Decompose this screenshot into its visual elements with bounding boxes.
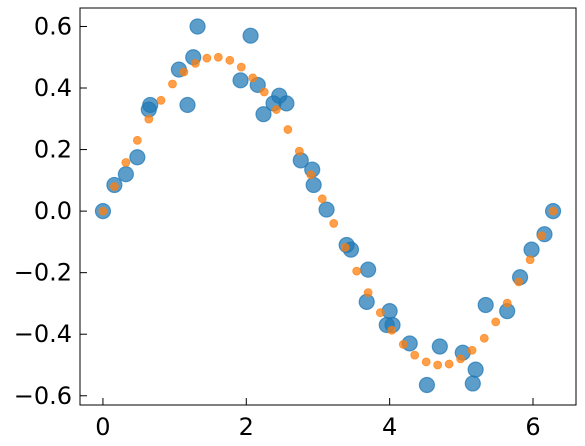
orange-point [121, 158, 131, 167]
orange-point [259, 87, 269, 97]
blue-point [117, 166, 134, 183]
y-tick-label: 0.4 [34, 74, 72, 102]
orange-point [110, 182, 119, 191]
y-tick-label: 0.2 [34, 136, 72, 164]
blue-point [305, 176, 322, 194]
blue-point [189, 18, 206, 35]
blue-point [255, 106, 272, 123]
orange-point [271, 105, 281, 114]
orange-point [398, 339, 408, 349]
y-tick-label: 0.6 [34, 12, 72, 40]
orange-point [525, 255, 535, 265]
orange-point [467, 345, 477, 355]
x-tick-label: 6 [525, 413, 540, 441]
orange-point [329, 219, 339, 228]
orange-point [444, 359, 454, 369]
blue-point [179, 96, 196, 114]
orange-point [283, 125, 293, 134]
orange-point [168, 79, 177, 89]
blue-point [242, 27, 259, 44]
orange-point [213, 52, 223, 62]
orange-point [132, 135, 142, 145]
orange-point [225, 55, 235, 65]
orange-point [156, 95, 166, 105]
orange-point [98, 206, 108, 216]
blue-point [232, 72, 249, 89]
orange-point [190, 59, 200, 68]
orange-point [433, 360, 443, 370]
blue-point [318, 201, 335, 218]
axis-ticks: 0 2 4 6 −0.6 −0.4 −0.2 0.0 0.2 0.4 0.6 [14, 12, 541, 441]
y-tick-label: −0.2 [14, 259, 72, 287]
orange-point [306, 170, 316, 180]
blue-point [142, 96, 159, 114]
y-tick-label: 0.0 [34, 197, 72, 225]
orange-point [456, 354, 466, 364]
orange-point [179, 67, 189, 77]
x-tick-label: 4 [382, 413, 397, 441]
orange-point [236, 62, 246, 72]
orange-point [514, 277, 524, 287]
blue-point [418, 376, 436, 394]
blue-point [523, 241, 540, 258]
orange-point [502, 298, 512, 308]
blue-point [278, 95, 295, 112]
blue-point [467, 361, 484, 378]
orange-point [421, 357, 431, 367]
blue-point [431, 338, 448, 355]
orange-point [387, 325, 397, 335]
x-tick-label: 0 [95, 413, 110, 441]
blue-point [360, 261, 377, 278]
blue-point [477, 296, 494, 314]
orange-point [491, 317, 501, 327]
orange-point [340, 243, 350, 252]
orange-point [537, 231, 546, 241]
orange-point [202, 53, 212, 63]
plot-frame [79, 7, 577, 406]
y-tick-label: −0.6 [14, 382, 72, 410]
orange-point [294, 146, 304, 156]
x-tick-label: 2 [239, 413, 254, 441]
blue-point [464, 375, 481, 392]
y-tick-label: −0.4 [14, 320, 72, 348]
series-orange-points [98, 52, 558, 370]
orange-point [248, 73, 258, 83]
orange-point [548, 206, 558, 216]
blue-point [129, 149, 146, 166]
orange-point [363, 288, 373, 298]
orange-point [375, 308, 385, 318]
orange-point [479, 333, 489, 343]
series-blue-points [94, 18, 562, 394]
orange-point [352, 266, 362, 276]
orange-point [317, 194, 327, 204]
orange-point [144, 114, 154, 124]
orange-point [410, 350, 420, 360]
